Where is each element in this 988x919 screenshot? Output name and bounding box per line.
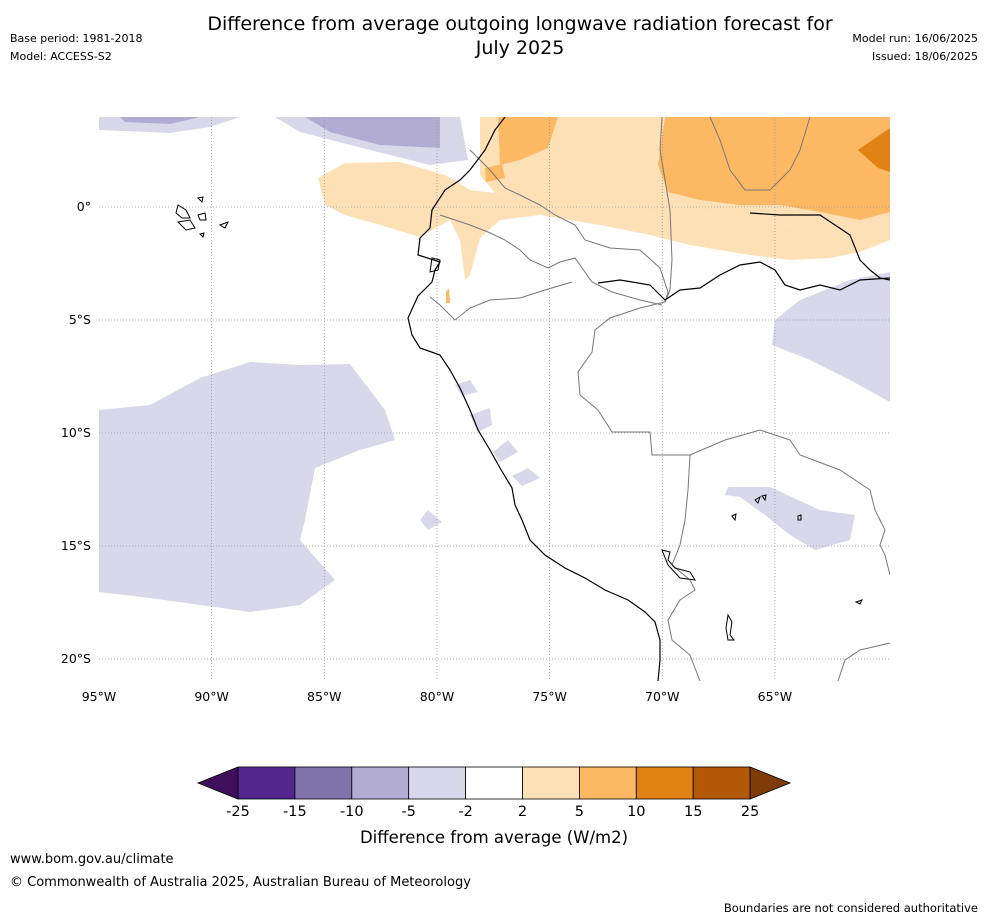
colorbar-bin <box>294 766 353 800</box>
base-period-label: Base period: 1981-2018 <box>10 32 143 45</box>
colorbar-tick-label: 15 <box>684 804 702 820</box>
lon-tick-label: 90°W <box>194 689 229 704</box>
positive-anomaly-peak <box>858 128 890 172</box>
lon-tick-label: 85°W <box>307 689 342 704</box>
colorbar-tick-label: 25 <box>741 804 759 820</box>
lon-tick-label: 75°W <box>532 689 567 704</box>
negative-anomaly-coast-5 <box>455 380 478 396</box>
colorbar-tick-label: -2 <box>458 804 472 820</box>
footer-copyright: © Commonwealth of Australia 2025, Austra… <box>10 875 471 890</box>
lat-tick-label: 15°S <box>61 538 91 553</box>
positive-anomaly-core-1 <box>498 117 558 165</box>
colorbar-bin <box>351 766 410 800</box>
lon-tick-label: 95°W <box>82 689 117 704</box>
model-label: Model: ACCESS-S2 <box>10 50 112 63</box>
footer-disclaimer: Boundaries are not considered authoritat… <box>723 901 978 915</box>
lat-tick-label: 0° <box>77 199 91 214</box>
colorbar-bin <box>635 766 694 800</box>
colorbar-label: Difference from average (W/m2) <box>360 828 628 847</box>
colorbar-bin <box>408 766 467 800</box>
issued-label: Issued: 18/06/2025 <box>871 50 978 63</box>
map-area <box>99 117 890 681</box>
title-line-2: July 2025 <box>475 37 565 59</box>
negative-anomaly-north-core-2 <box>120 117 200 124</box>
colorbar-tick-label: -10 <box>340 804 364 820</box>
positive-anomaly-core-3 <box>485 164 505 182</box>
negative-anomaly-north-core <box>305 117 440 148</box>
colorbar-extend-min <box>196 766 239 800</box>
negative-anomaly-east <box>772 272 890 402</box>
colorbar-bin <box>579 766 637 800</box>
negative-anomaly-west-pacific <box>99 362 395 612</box>
lon-tick-label: 65°W <box>758 689 793 704</box>
header-right-info: Model run: 16/06/2025 Issued: 18/06/2025 <box>852 30 978 66</box>
lat-tick-label: 20°S <box>61 651 91 666</box>
footer-url: www.bom.gov.au/climate <box>10 852 174 867</box>
positive-anomaly-core-2 <box>658 117 890 220</box>
colorbar-extend-max <box>749 766 792 800</box>
lat-tick-label: 10°S <box>61 425 91 440</box>
positive-anomaly-small <box>446 288 450 303</box>
coastlines <box>407 117 890 681</box>
negative-anomaly-coast-1 <box>470 408 492 432</box>
colorbar-bin <box>465 766 523 800</box>
colorbar-tick-label: -5 <box>401 804 415 820</box>
model-run-label: Model run: 16/06/2025 <box>852 32 978 45</box>
lat-tick-label: 5°S <box>69 312 91 327</box>
colorbar: -25 -15 -10 -5 -2 2 5 10 15 25 <box>196 766 792 820</box>
national-borders <box>429 117 890 681</box>
page-title: Difference from average outgoing longwav… <box>150 12 890 60</box>
colorbar-tick-label: 5 <box>575 804 584 820</box>
negative-anomaly-coast-2 <box>493 440 518 462</box>
colorbar-bin <box>522 766 580 800</box>
lon-tick-label: 80°W <box>420 689 455 704</box>
title-line-1: Difference from average outgoing longwav… <box>207 13 833 35</box>
colorbar-tick-label: 10 <box>627 804 645 820</box>
negative-anomaly-coast-4 <box>420 510 442 530</box>
small-features <box>429 257 863 641</box>
colorbar-tick-label: -25 <box>226 804 250 820</box>
axis-labels: 95°W 90°W 85°W 80°W 75°W 70°W 65°W 0° 5°… <box>61 199 792 704</box>
colorbar-bin <box>237 766 296 800</box>
header-left-info: Base period: 1981-2018 Model: ACCESS-S2 <box>10 30 142 66</box>
lon-tick-label: 70°W <box>645 689 680 704</box>
colorbar-bin <box>692 766 751 800</box>
colorbar-tick-label: 2 <box>518 804 527 820</box>
colorbar-tick-label: -15 <box>283 804 307 820</box>
positive-anomaly-north <box>318 162 890 280</box>
galapagos-islands <box>175 196 230 238</box>
negative-anomaly-coast-3 <box>512 468 540 486</box>
